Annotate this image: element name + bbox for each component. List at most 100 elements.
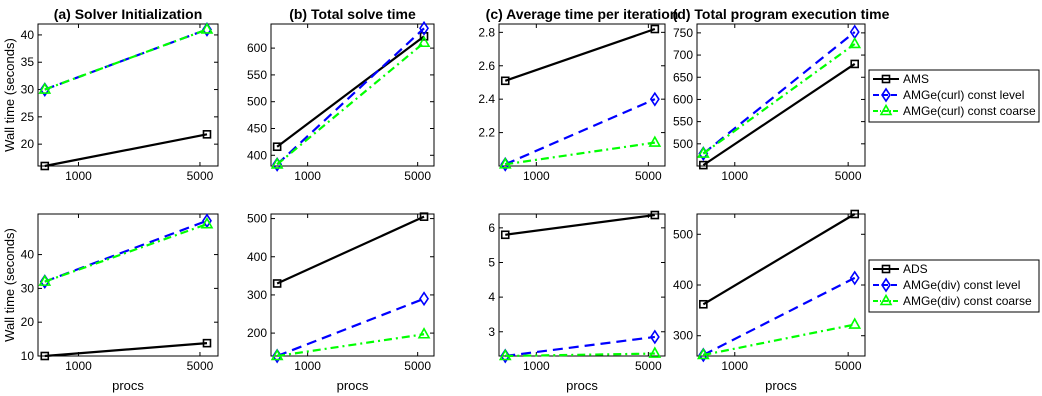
data-point [650,24,660,34]
data-point [270,157,284,169]
legend-marker [881,277,891,293]
y-tick-label: 650 [673,70,693,84]
y-tick-label: 450 [247,121,267,135]
data-point [848,36,862,49]
panel-4: 1000 5000 500 550 600 650 700 750 (d) Total prog… [673,6,890,183]
x-tick-label: 5000 [835,169,862,183]
series-line [276,333,425,358]
panel-title: (b) Total solve time [289,6,416,22]
series-line [702,63,856,167]
data-point [650,210,660,220]
series-line [276,27,425,166]
series-line [703,323,855,357]
y-tick-label: 2.6 [478,59,495,73]
series-line [702,276,856,356]
series-line [505,335,655,358]
axes-box [37,23,219,167]
data-point [38,82,52,94]
x-axis-label: procs [566,378,598,393]
y-tick-label: 40 [21,248,35,262]
data-point [699,160,708,170]
series-line [504,27,656,82]
y-tick-label: 2.2 [478,126,495,140]
y-tick-label: 600 [673,92,693,106]
legend-label: AMGe(div) const level [903,278,1020,292]
data-point [498,157,512,169]
y-axis-label: Wall time (seconds) [2,38,17,152]
panel-7: 1000 5000 3 4 5 6 procs [488,210,666,393]
series-line [44,342,208,358]
data-point [419,291,429,307]
y-tick-label: 30 [21,281,35,295]
data-point [272,279,282,288]
x-tick-label: 1000 [65,359,92,373]
data-point [40,161,50,171]
data-point [848,317,862,329]
y-tick-label: 3 [488,325,495,339]
data-point [419,20,429,36]
data-point [270,348,284,361]
legend-label: AMS [903,72,929,86]
panel-8: 1000 5000 300 400 500 procs [673,209,866,393]
data-point [419,212,429,221]
legend-label: AMGe(curl) const level [903,88,1024,102]
data-point [40,351,50,361]
x-tick-label: 5000 [404,169,431,183]
data-point [417,35,431,48]
series-line [505,141,656,166]
series-line [44,28,208,91]
axes-box [37,213,219,357]
legend-marker [881,87,891,103]
x-axis-label: procs [112,378,144,393]
y-tick-label: 400 [247,148,267,162]
series-line [702,213,856,306]
x-tick-label: 5000 [404,359,431,373]
x-tick-label: 1000 [294,169,321,183]
axes-box [696,23,866,167]
panel-title: (d) Total program execution time [673,6,890,22]
series-line [276,41,425,166]
y-tick-label: 500 [247,95,267,109]
data-point [648,135,662,147]
legend-marker [879,293,893,306]
y-tick-label: 4 [488,290,495,304]
data-point [850,209,860,219]
data-point [500,76,510,86]
legend-label: AMGe(curl) const coarse [903,104,1036,118]
x-tick-label: 1000 [294,359,321,373]
panel-3: 1000 5000 2.2 2.4 2.6 2.8 (c) Average time per… [478,6,678,183]
series-line [505,213,655,236]
x-tick-label: 5000 [187,169,214,183]
x-tick-label: 1000 [721,359,748,373]
panel-6: 1000 5000 200 300 400 500 procs [247,212,435,393]
series-line [44,223,208,283]
data-point [200,22,214,34]
y-tick-label: 25 [21,110,35,124]
y-tick-label: 20 [21,315,35,329]
data-point [696,347,710,360]
y-tick-label: 200 [247,326,267,340]
y-tick-label: 5 [488,255,495,269]
legend-marker [881,74,891,84]
axes-box [498,213,666,357]
data-point [649,329,660,345]
data-point [500,230,510,240]
axes-box [270,213,435,357]
legend-2: ADS AMGe(div) const level AMGe(div) const … [868,259,1040,313]
y-tick-label: 700 [673,48,693,62]
x-tick-label: 1000 [721,169,748,183]
y-tick-label: 2.8 [478,25,495,39]
x-axis-label: procs [337,378,369,393]
axes-box [498,23,666,167]
x-tick-label: 1000 [523,359,550,373]
y-tick-label: 300 [247,288,267,302]
data-point [202,213,212,229]
series-line [276,35,425,148]
y-tick-label: 500 [673,227,693,241]
series-line [44,133,208,168]
data-point [696,146,710,158]
legend-1: AMS AMGe(curl) const level AMGe(curl) cons… [868,69,1040,123]
y-tick-label: 300 [673,329,693,343]
data-point [202,338,212,348]
y-tick-label: 750 [673,26,693,40]
